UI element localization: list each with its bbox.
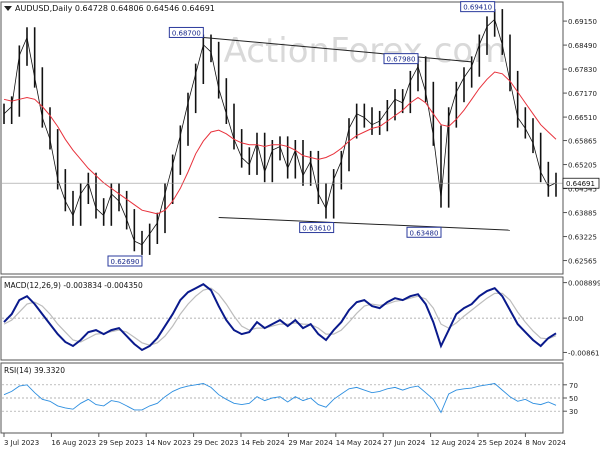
price-tick-label: 0.67170 bbox=[568, 90, 597, 98]
price-annotation-label: 0.63610 bbox=[302, 225, 331, 233]
macd-tick-label: -0.008612 bbox=[568, 349, 600, 357]
time-tick-label: 12 Aug 2024 bbox=[431, 439, 476, 447]
time-tick-label: 14 May 2024 bbox=[336, 439, 382, 447]
macd-signal-line bbox=[3, 287, 557, 346]
price-tick-label: 0.62565 bbox=[568, 258, 597, 266]
time-tick-label: 16 Aug 2023 bbox=[51, 439, 96, 447]
trendline bbox=[203, 36, 472, 63]
sma-line bbox=[3, 71, 557, 215]
price-annotation-box bbox=[460, 1, 496, 13]
price-tick-label: 0.69150 bbox=[568, 18, 597, 26]
rsi-tick-label: 30 bbox=[569, 408, 578, 416]
time-tick-label: 14 Feb 2024 bbox=[241, 439, 285, 447]
price-annotation-label: 0.63480 bbox=[410, 229, 439, 237]
macd-axis: 0.008899 0.00 -0.008612 bbox=[563, 280, 600, 357]
price-annotation-box bbox=[383, 53, 419, 65]
macd-layer bbox=[2, 283, 563, 352]
last-price-tag bbox=[562, 177, 600, 189]
price-tick-label: 0.65205 bbox=[568, 162, 597, 170]
price-tick-label: 0.63885 bbox=[568, 210, 597, 218]
time-tick-label: 29 Dec 2023 bbox=[194, 439, 239, 447]
price-tick-label: 0.68490 bbox=[568, 42, 597, 50]
time-tick-label: 14 Nov 2023 bbox=[146, 439, 191, 447]
price-tick-label: 0.66510 bbox=[568, 114, 597, 122]
time-tick-label: 29 Sep 2023 bbox=[99, 439, 143, 447]
symbol-dropdown-icon[interactable] bbox=[4, 6, 12, 11]
time-tick-label: 25 Sep 2024 bbox=[478, 439, 523, 447]
time-tick-label: 27 Jun 2024 bbox=[383, 439, 426, 447]
price-axis: 0.69150 0.68490 0.67830 0.67170 0.66510 0.658… bbox=[562, 18, 600, 266]
time-tick-label: 8 Nov 2024 bbox=[525, 439, 566, 447]
rsi-tick-label: 50 bbox=[569, 395, 578, 403]
price-annotation-label: 0.62690 bbox=[111, 258, 140, 266]
last-price-label: 0.64691 bbox=[566, 180, 595, 188]
rsi-label: RSI(14) 39.3320 bbox=[4, 366, 65, 375]
symbol-info-label: AUDUSD,Daily 0.64728 0.64806 0.64546 0.6… bbox=[15, 4, 215, 13]
rsi-layer bbox=[2, 383, 563, 414]
price-annotation-box bbox=[406, 226, 442, 238]
price-annotation-box bbox=[107, 255, 143, 267]
price-layer: 0.68700 0.62690 0.63610 0.67980 0.63480 0.694… bbox=[2, 1, 563, 267]
price-annotation-label: 0.67980 bbox=[387, 56, 416, 64]
price-annotation-label: 0.68700 bbox=[172, 29, 201, 37]
macd-main-line bbox=[3, 283, 557, 352]
macd-label: MACD(12,26,9) -0.003834 -0.004350 bbox=[4, 281, 143, 290]
header: AUDUSD,Daily 0.64728 0.64806 0.64546 0.6… bbox=[4, 4, 215, 13]
price-tick-label: 0.65865 bbox=[568, 138, 597, 146]
price-line bbox=[3, 18, 557, 246]
price-tick-label: 0.67830 bbox=[568, 66, 597, 74]
time-tick-label: 3 Jul 2023 bbox=[4, 439, 39, 447]
rsi-axis: 70 50 30 bbox=[563, 382, 578, 416]
watermark-text: ActionForex.com bbox=[224, 31, 507, 71]
time-tick-label: 29 Mar 2024 bbox=[288, 439, 333, 447]
price-panel-frame bbox=[0, 1, 564, 275]
rsi-tick-label: 70 bbox=[569, 382, 578, 390]
trendline bbox=[218, 216, 511, 231]
price-tick-label: 0.63225 bbox=[568, 234, 597, 242]
time-axis: 3 Jul 2023 16 Aug 2023 29 Sep 2023 14 Nov 2… bbox=[3, 433, 566, 447]
price-annotation-label: 0.69410 bbox=[463, 4, 492, 12]
macd-tick-label: 0.00 bbox=[568, 315, 584, 323]
price-annotation-box bbox=[168, 26, 204, 38]
rsi-line bbox=[3, 383, 557, 414]
price-annotation-box bbox=[299, 222, 335, 234]
price-tick-label: 0.64545 bbox=[568, 186, 597, 194]
macd-tick-label: 0.008899 bbox=[568, 280, 600, 288]
